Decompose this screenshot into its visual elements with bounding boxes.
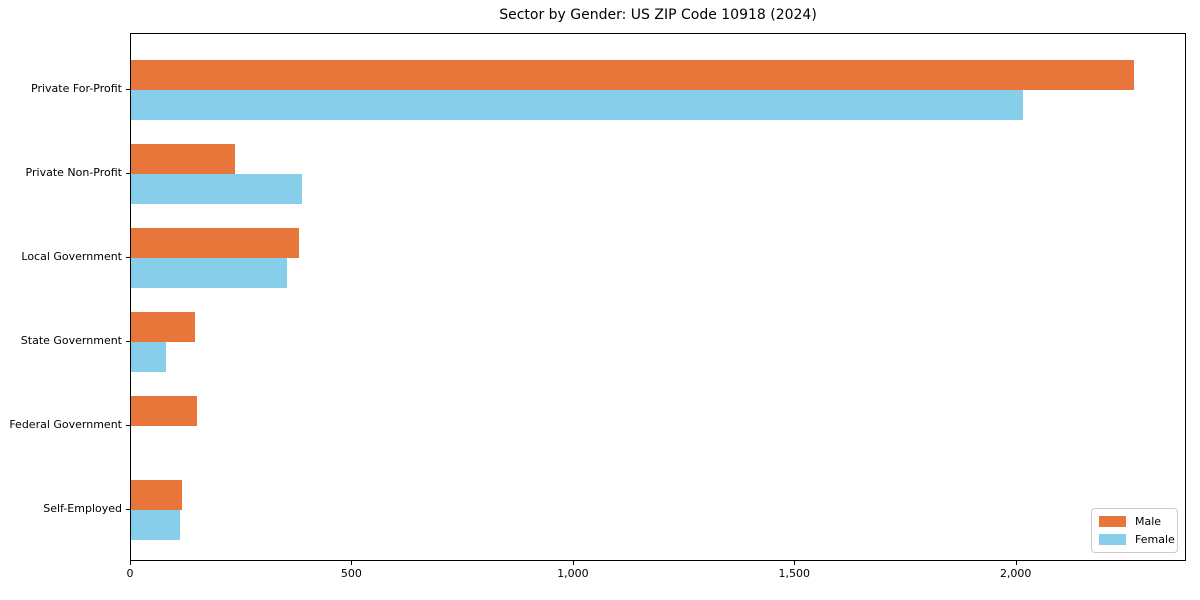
xtick-mark-1-500: [794, 561, 796, 565]
ytick-label-private-for-profit: Private For-Profit: [31, 82, 122, 95]
xtick-mark-0: [130, 561, 131, 565]
ytick-mark-private-for-profit: [126, 89, 130, 90]
ytick-label-federal-government: Federal Government: [9, 418, 122, 431]
legend-item-male: Male: [1099, 514, 1170, 528]
ytick-label-self-employed: Self-Employed: [43, 502, 122, 515]
plot-area: [130, 33, 1186, 561]
bar-female-private-non-profit: [131, 174, 302, 204]
bar-female-state-government: [131, 342, 166, 372]
ytick-mark-self-employed: [126, 509, 130, 510]
ytick-mark-federal-government: [126, 425, 130, 426]
xtick-label-1-000: 1,000: [557, 567, 589, 580]
ytick-mark-state-government: [126, 341, 130, 342]
bar-male-self-employed: [131, 480, 182, 510]
chart-title: Sector by Gender: US ZIP Code 10918 (202…: [499, 7, 817, 23]
xtick-label-1-500: 1,500: [778, 567, 811, 580]
legend-label-female: Female: [1135, 532, 1175, 546]
ytick-mark-local-government: [126, 257, 130, 258]
male-swatch: [1099, 516, 1126, 527]
xtick-label-500: 500: [340, 567, 362, 580]
bar-female-local-government: [131, 258, 287, 288]
ytick-label-private-non-profit: Private Non-Profit: [25, 166, 122, 179]
bar-male-state-government: [131, 312, 196, 342]
bar-male-local-government: [131, 228, 300, 258]
legend-item-female: Female: [1099, 533, 1175, 546]
bar-male-private-for-profit: [131, 60, 1135, 90]
ytick-label-local-government: Local Government: [21, 250, 122, 263]
bar-female-private-for-profit: [131, 90, 1024, 120]
xtick-mark-500: [351, 561, 353, 565]
bar-female-self-employed: [131, 510, 180, 540]
xtick-mark-2-000: [1015, 561, 1017, 565]
legend: Male Female: [1091, 508, 1178, 553]
ytick-label-state-government: State Government: [20, 334, 122, 347]
xtick-mark-1-000: [572, 561, 574, 565]
xtick-label-2-000: 2,000: [999, 567, 1032, 580]
bar-male-federal-government: [131, 396, 198, 426]
xtick-label-0: 0: [126, 567, 134, 580]
bar-male-private-non-profit: [131, 144, 236, 174]
legend-label-male: Male: [1135, 514, 1162, 528]
ytick-mark-private-non-profit: [126, 173, 130, 174]
female-swatch: [1099, 534, 1126, 545]
